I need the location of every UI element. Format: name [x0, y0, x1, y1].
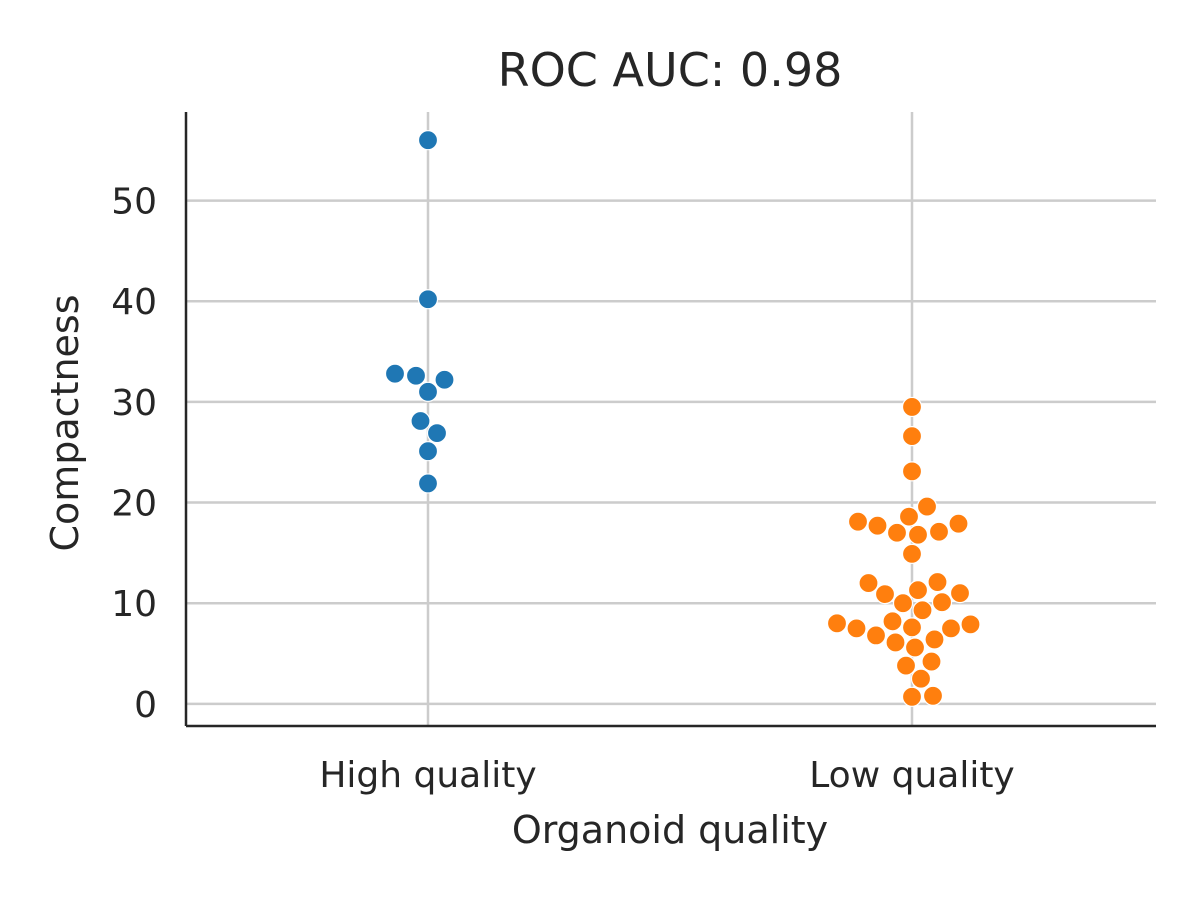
data-point	[865, 625, 887, 646]
data-point	[886, 522, 908, 543]
data-point	[417, 473, 439, 494]
data-point	[417, 381, 439, 402]
data-point	[927, 571, 948, 593]
data-point	[885, 632, 906, 653]
data-points	[384, 130, 981, 707]
data-point	[417, 130, 439, 151]
data-point	[921, 651, 942, 672]
data-point	[907, 524, 929, 545]
x-axis-label: Organoid quality	[512, 808, 828, 852]
data-point	[892, 593, 914, 614]
data-point	[384, 363, 406, 384]
y-tick-label: 30	[111, 383, 157, 424]
data-point	[901, 617, 923, 638]
data-point	[960, 614, 981, 635]
data-point	[928, 521, 950, 542]
data-point	[931, 592, 953, 613]
x-tick-labels: High quality Low quality	[319, 755, 1014, 796]
data-point	[901, 396, 923, 418]
data-point	[904, 637, 926, 658]
data-point	[867, 515, 888, 536]
y-tick-label: 10	[111, 584, 157, 625]
y-tick-label: 40	[111, 282, 157, 323]
y-tick-label: 0	[134, 685, 157, 726]
data-point	[426, 422, 448, 444]
data-point	[907, 580, 929, 601]
data-point	[901, 426, 923, 447]
data-point	[898, 506, 920, 527]
y-tick-labels: 0 10 20 30 40 50	[111, 182, 157, 726]
data-point	[901, 543, 923, 564]
data-point	[434, 369, 455, 390]
data-point	[417, 441, 439, 462]
y-axis-label: Compactness	[43, 294, 87, 551]
data-point	[410, 410, 431, 432]
data-point	[910, 668, 932, 689]
data-point	[405, 365, 427, 386]
data-point	[895, 655, 917, 676]
data-point	[940, 618, 962, 639]
data-point	[912, 600, 933, 621]
data-point	[847, 511, 869, 532]
x-tick-label: Low quality	[809, 755, 1015, 796]
data-point	[417, 289, 439, 310]
data-point	[949, 583, 971, 604]
data-point	[948, 513, 969, 534]
y-tick-label: 50	[111, 182, 157, 223]
data-point	[901, 461, 923, 482]
data-point	[901, 686, 923, 707]
data-point	[858, 572, 879, 594]
data-point	[916, 496, 938, 517]
gridlines	[186, 112, 1156, 726]
data-point	[922, 685, 944, 706]
data-point	[924, 629, 945, 650]
x-tick-label: High quality	[319, 755, 536, 796]
data-point	[826, 613, 848, 634]
chart-title: ROC AUC: 0.98	[498, 43, 843, 97]
data-point	[846, 618, 867, 639]
y-tick-label: 20	[111, 484, 157, 525]
axes-spines	[184, 112, 1156, 728]
data-point	[874, 584, 896, 605]
data-point	[882, 611, 903, 632]
